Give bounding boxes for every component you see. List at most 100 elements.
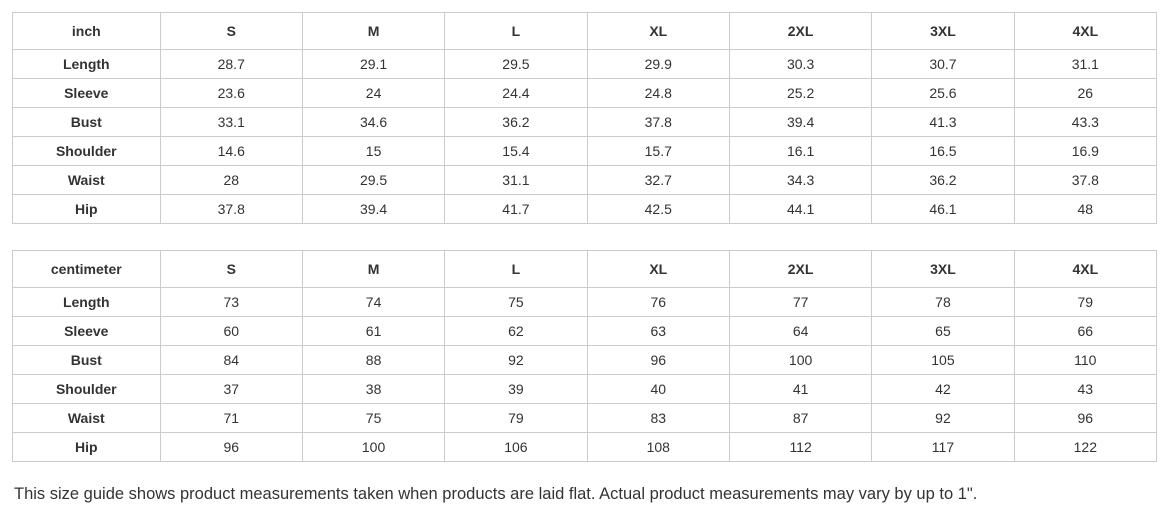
measurement-value-shoulder-2xl: 16.1 [728,136,873,166]
measurement-value-length-xl: 76 [586,287,730,317]
size-column-header-2xl: 2XL [728,250,873,288]
measurement-label-bust: Bust [12,107,161,137]
measurement-label-length: Length [12,287,161,317]
measurement-value-bust-m: 34.6 [301,107,446,137]
measurement-value-shoulder-l: 39 [444,374,588,404]
measurement-value-hip-s: 37.8 [159,194,303,224]
measurement-value-shoulder-2xl: 41 [728,374,873,404]
measurement-label-sleeve: Sleeve [12,78,161,108]
measurement-value-bust-3xl: 105 [871,345,1015,375]
size-column-header-3xl: 3XL [871,250,1015,288]
size-column-header-4xl: 4XL [1013,12,1158,50]
measurement-value-bust-s: 84 [159,345,303,375]
unit-label-inch: inch [12,12,161,50]
measurement-row-length: Length 28.7 29.1 29.5 29.9 30.3 30.7 31.1 [12,49,1158,79]
measurement-value-hip-l: 41.7 [444,194,588,224]
measurement-value-sleeve-l: 62 [444,316,588,346]
measurement-value-hip-3xl: 46.1 [871,194,1015,224]
size-column-header-m: M [301,250,446,288]
size-column-header-3xl: 3XL [871,12,1015,50]
measurement-value-waist-xl: 83 [586,403,730,433]
measurement-value-hip-3xl: 117 [871,432,1015,462]
measurement-value-waist-l: 79 [444,403,588,433]
measurement-value-waist-s: 28 [159,165,303,195]
measurement-value-shoulder-m: 15 [301,136,446,166]
measurement-value-hip-s: 96 [159,432,303,462]
measurement-value-sleeve-2xl: 25.2 [728,78,873,108]
size-table-header-row: inch S M L XL 2XL 3XL 4XL [12,12,1158,50]
measurement-row-bust: Bust 33.1 34.6 36.2 37.8 39.4 41.3 43.3 [12,107,1158,137]
measurement-value-length-3xl: 30.7 [871,49,1015,79]
measurement-value-waist-2xl: 87 [728,403,873,433]
measurement-value-waist-m: 75 [301,403,446,433]
measurement-label-waist: Waist [12,403,161,433]
measurement-value-hip-4xl: 122 [1013,432,1158,462]
measurement-label-shoulder: Shoulder [12,136,161,166]
measurement-row-length: Length 73 74 75 76 77 78 79 [12,287,1158,317]
measurement-value-sleeve-2xl: 64 [728,316,873,346]
measurement-value-bust-xl: 37.8 [586,107,730,137]
measurement-value-sleeve-m: 61 [301,316,446,346]
measurement-value-bust-4xl: 43.3 [1013,107,1158,137]
measurement-value-bust-l: 92 [444,345,588,375]
measurement-value-sleeve-l: 24.4 [444,78,588,108]
measurement-row-waist: Waist 71 75 79 83 87 92 96 [12,403,1158,433]
size-tables-container: inch S M L XL 2XL 3XL 4XL Length 28.7 29.1 29.5 29.9… [12,12,1158,462]
measurement-value-sleeve-s: 23.6 [159,78,303,108]
measurement-value-bust-2xl: 100 [728,345,873,375]
measurement-value-sleeve-4xl: 26 [1013,78,1158,108]
size-guide-disclaimer: This size guide shows product measuremen… [14,485,978,503]
measurement-value-shoulder-s: 37 [159,374,303,404]
measurement-row-shoulder: Shoulder 37 38 39 40 41 42 43 [12,374,1158,404]
measurement-value-shoulder-m: 38 [301,374,446,404]
size-column-header-m: M [301,12,446,50]
measurement-label-length: Length [12,49,161,79]
size-column-header-l: L [444,250,588,288]
measurement-value-hip-2xl: 112 [728,432,873,462]
size-column-header-4xl: 4XL [1013,250,1158,288]
measurement-value-bust-l: 36.2 [444,107,588,137]
measurement-value-sleeve-xl: 63 [586,316,730,346]
measurement-value-length-s: 28.7 [159,49,303,79]
measurement-row-bust: Bust 84 88 92 96 100 105 110 [12,345,1158,375]
measurement-value-waist-4xl: 96 [1013,403,1158,433]
measurement-row-hip: Hip 96 100 106 108 112 117 122 [12,432,1158,462]
measurement-value-length-m: 29.1 [301,49,446,79]
measurement-value-bust-s: 33.1 [159,107,303,137]
measurement-value-hip-m: 100 [301,432,446,462]
measurement-value-bust-4xl: 110 [1013,345,1158,375]
measurement-value-shoulder-xl: 15.7 [586,136,730,166]
measurement-value-waist-s: 71 [159,403,303,433]
unit-label-centimeter: centimeter [12,250,161,288]
measurement-value-hip-4xl: 48 [1013,194,1158,224]
size-column-header-s: S [159,250,303,288]
measurement-value-waist-3xl: 92 [871,403,1015,433]
measurement-row-sleeve: Sleeve 60 61 62 63 64 65 66 [12,316,1158,346]
measurement-value-bust-2xl: 39.4 [728,107,873,137]
size-table-centimeter: centimeter S M L XL 2XL 3XL 4XL Length 73 74 75 76 77… [12,250,1158,462]
measurement-value-waist-3xl: 36.2 [871,165,1015,195]
measurement-value-shoulder-l: 15.4 [444,136,588,166]
size-table-inch: inch S M L XL 2XL 3XL 4XL Length 28.7 29.1 29.5 29.9… [12,12,1158,224]
measurement-label-bust: Bust [12,345,161,375]
measurement-value-length-xl: 29.9 [586,49,730,79]
size-column-header-2xl: 2XL [728,12,873,50]
measurement-value-length-2xl: 77 [728,287,873,317]
measurement-value-sleeve-4xl: 66 [1013,316,1158,346]
measurement-value-hip-l: 106 [444,432,588,462]
measurement-value-length-3xl: 78 [871,287,1015,317]
measurement-value-shoulder-4xl: 43 [1013,374,1158,404]
measurement-value-hip-m: 39.4 [301,194,446,224]
measurement-row-sleeve: Sleeve 23.6 24 24.4 24.8 25.2 25.6 26 [12,78,1158,108]
measurement-value-length-4xl: 31.1 [1013,49,1158,79]
size-column-header-xl: XL [586,12,730,50]
measurement-label-waist: Waist [12,165,161,195]
measurement-value-shoulder-3xl: 16.5 [871,136,1015,166]
measurement-value-shoulder-xl: 40 [586,374,730,404]
measurement-value-waist-2xl: 34.3 [728,165,873,195]
measurement-value-length-4xl: 79 [1013,287,1158,317]
measurement-label-sleeve: Sleeve [12,316,161,346]
measurement-value-sleeve-3xl: 25.6 [871,78,1015,108]
measurement-value-waist-xl: 32.7 [586,165,730,195]
measurement-value-waist-m: 29.5 [301,165,446,195]
